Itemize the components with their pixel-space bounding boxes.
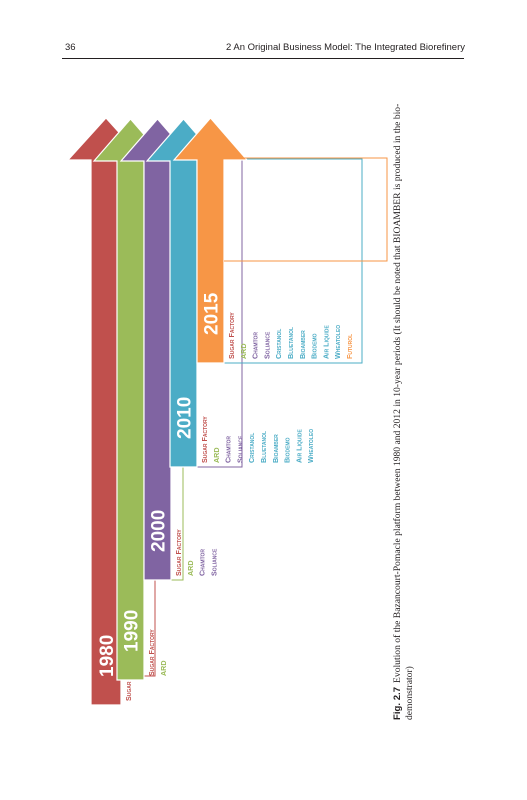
company-label: Soliance [209,548,218,576]
figure-label: Fig. 2.7 [392,686,403,720]
company-label: ARD [186,560,195,576]
company-label: Wheatoleo [333,325,342,359]
company-label: Bluetanol [286,327,295,359]
company-label: Bioamber [271,434,280,463]
company-label: Soliance [262,331,271,359]
company-label: Cristanol [247,433,256,463]
company-label: Air Liquide [321,325,330,359]
chapter-title: 2 An Original Business Model: The Integr… [225,42,465,53]
year-label-2010: 2010 [175,397,196,439]
figure-caption-text: Evolution of the Bazancourt-Pomacle plat… [392,103,415,720]
company-label: Biodemo [310,333,319,359]
company-label: Wheatoleo [306,429,315,463]
company-label: Futurol [345,334,354,359]
year-label-1980: 1980 [97,635,118,677]
company-label: Chamtor [224,436,233,463]
year-label-2000: 2000 [149,510,170,552]
company-label: Bluetanol [259,431,268,463]
company-label: ARD [212,447,221,463]
company-label: Sugar Factory [200,416,209,463]
period-2010: 2010 Sugar Factory ARD Chamtor Soliance Crist… [145,118,363,468]
company-label: Sugar Factory [227,312,236,359]
company-label: ARD [159,660,168,676]
company-label: Air Liquide [294,429,303,463]
page-number: 36 [65,42,76,53]
year-label-2015: 2015 [202,292,223,335]
arrow-2015 [172,117,249,364]
company-label: Chamtor [198,549,207,576]
period-2000: 2000 Sugar Factory ARD Chamtor Soliance [119,118,243,581]
company-label: Biodemo [283,437,292,463]
company-label: ARD [239,343,248,359]
company-label: Cristanol [274,329,283,359]
company-label: Chamtor [251,332,260,359]
company-label: Sugar Factory [174,529,183,576]
company-label: Soliance [235,435,244,463]
figure-caption: Fig. 2.7Evolution of the Bazancourt-Poma… [392,60,432,720]
company-label: Bioamber [298,330,307,359]
company-label: Sugar Factory [147,629,156,676]
company-box-2015 [224,157,388,262]
period-2015: 2015 Sugar Factory ARD Chamtor Soliance Crist… [172,117,388,364]
header-rule [62,58,464,59]
year-label-1990: 1990 [122,610,143,652]
